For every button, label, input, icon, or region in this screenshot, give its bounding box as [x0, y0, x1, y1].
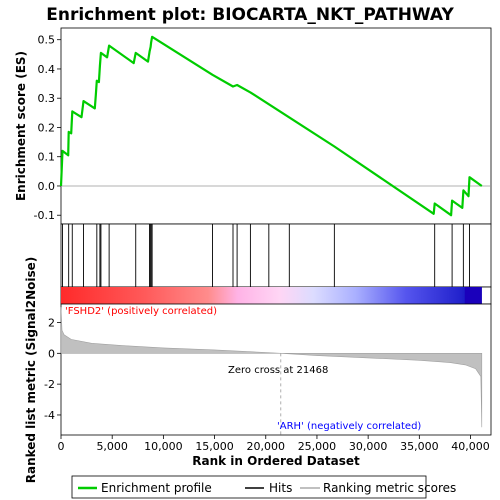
metric-y-tick-label: -2 — [44, 378, 55, 391]
metric-area — [60, 307, 483, 428]
es-y-ticks: -0.1 0.0 0.1 0.2 0.3 0.4 0.5 — [34, 34, 61, 222]
x-axis-ticks: 0 5,000 10,000 15,000 20,000 25,000 30,000 35,0… — [58, 435, 490, 453]
x-axis-title: Rank in Ordered Dataset — [192, 454, 360, 468]
hits-panel-frame — [60, 223, 492, 288]
metric-y-tick-label: 2 — [48, 316, 55, 329]
es-profile-group — [59, 35, 491, 217]
hit-lines-group — [62, 224, 470, 287]
x-tick-label: 15,000 — [195, 440, 234, 453]
es-y-tick-label: 0.2 — [38, 121, 56, 134]
x-tick-label: 0 — [58, 440, 65, 453]
negative-correlation-label: 'ARH' (negatively correlated) — [277, 421, 421, 432]
colorbar-dark-end — [464, 287, 482, 304]
x-tick-label: 10,000 — [144, 440, 183, 453]
zero-cross-label: Zero cross at 21468 — [228, 365, 328, 376]
es-y-tick-label: -0.1 — [34, 209, 55, 222]
hits-panel — [60, 223, 492, 288]
positive-correlation-label: 'FSHD2' (positively correlated) — [65, 306, 217, 317]
es-panel-frame — [60, 27, 492, 225]
legend-label-metric: Ranking metric scores — [323, 481, 456, 495]
metric-panel-frame — [60, 303, 492, 436]
ranked-metric-panel: -4 -2 0 2 0 5,000 10,000 15,000 20,000 25,000 30,… — [24, 257, 492, 484]
es-y-tick-label: 0.5 — [38, 34, 56, 47]
es-y-axis-title: Enrichment score (ES) — [14, 51, 28, 201]
x-tick-label: 30,000 — [349, 440, 388, 453]
x-tick-label: 5,000 — [96, 440, 128, 453]
colorbar-gradient — [61, 287, 482, 304]
legend: Enrichment profile Hits Ranking metric s… — [71, 475, 456, 499]
metric-fill-group — [60, 307, 483, 428]
metric-y-tick-label: 0 — [48, 347, 55, 360]
x-tick-label: 40,000 — [451, 440, 490, 453]
es-y-tick-label: 0.4 — [38, 63, 56, 76]
metric-y-axis-title: Ranked list metric (Signal2Noise) — [24, 257, 38, 484]
es-y-tick-label: 0.0 — [38, 180, 56, 193]
metric-y-tick-label: -4 — [44, 409, 55, 422]
legend-frame — [71, 475, 427, 499]
chart-title: Enrichment plot: BIOCARTA_NKT_PATHWAY — [46, 5, 454, 25]
ranking-colorbar — [60, 286, 492, 305]
es-y-tick-label: 0.1 — [38, 151, 56, 164]
x-tick-label: 25,000 — [298, 440, 337, 453]
legend-label-enrichment: Enrichment profile — [101, 481, 212, 495]
enrichment-score-panel: -0.1 0.0 0.1 0.2 0.3 0.4 0.5 Enrichment score … — [14, 27, 492, 225]
es-profile-line — [59, 35, 483, 217]
legend-label-hits: Hits — [269, 481, 292, 495]
x-tick-label: 20,000 — [247, 440, 286, 453]
x-tick-label: 35,000 — [400, 440, 439, 453]
es-y-tick-label: 0.3 — [38, 92, 56, 105]
metric-y-ticks: -4 -2 0 2 — [44, 316, 61, 422]
